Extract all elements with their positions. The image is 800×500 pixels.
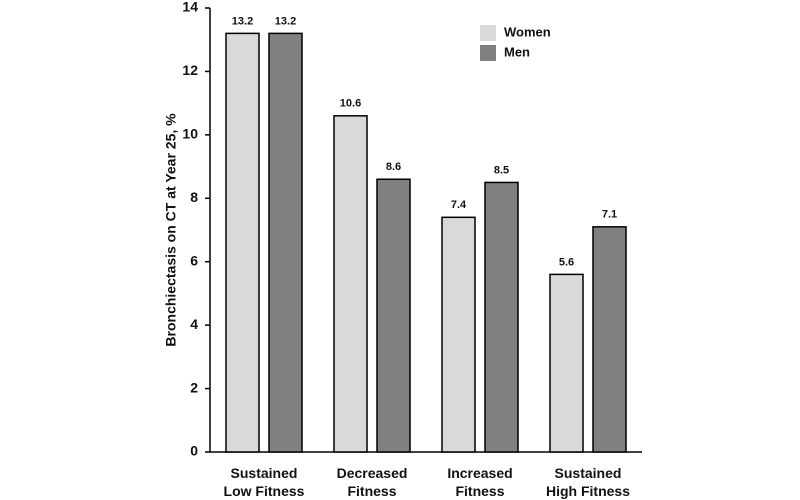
legend-label: Men	[504, 44, 530, 59]
y-tick-label: 6	[190, 252, 198, 268]
y-axis-label: Bronchiectasis on CT at Year 25, %	[163, 113, 179, 347]
data-label: 10.6	[340, 98, 361, 110]
y-tick-label: 8	[190, 189, 198, 205]
data-label: 5.6	[559, 256, 574, 268]
x-tick-label: Increased Fitness	[447, 465, 513, 499]
bar	[484, 181, 519, 453]
data-label: 8.5	[494, 164, 509, 176]
x-tick-label: Decreased Fitness	[336, 465, 408, 499]
data-label: 13.2	[232, 15, 253, 27]
legend-swatch	[480, 25, 496, 41]
data-label: 7.1	[602, 209, 617, 221]
bar	[333, 115, 368, 453]
data-label: 13.2	[275, 15, 296, 27]
y-tick-label: 4	[190, 316, 198, 332]
y-tick-label: 10	[182, 126, 198, 142]
x-tick-label: Sustained High Fitness	[545, 465, 630, 499]
bar	[225, 32, 260, 453]
y-tick-label: 0	[190, 443, 198, 459]
data-label: 8.6	[386, 161, 401, 173]
bar	[441, 216, 476, 453]
data-label: 7.4	[451, 199, 467, 211]
legend-label: Women	[504, 24, 551, 39]
bar	[592, 226, 627, 453]
y-tick-label: 2	[190, 379, 198, 395]
x-tick-label: Sustained Low Fitness	[223, 465, 305, 499]
y-tick-label: 12	[182, 62, 198, 78]
legend-swatch	[480, 45, 496, 61]
bar	[268, 32, 303, 453]
bar	[376, 178, 411, 453]
bar	[549, 273, 584, 453]
y-tick-label: 14	[182, 0, 198, 15]
